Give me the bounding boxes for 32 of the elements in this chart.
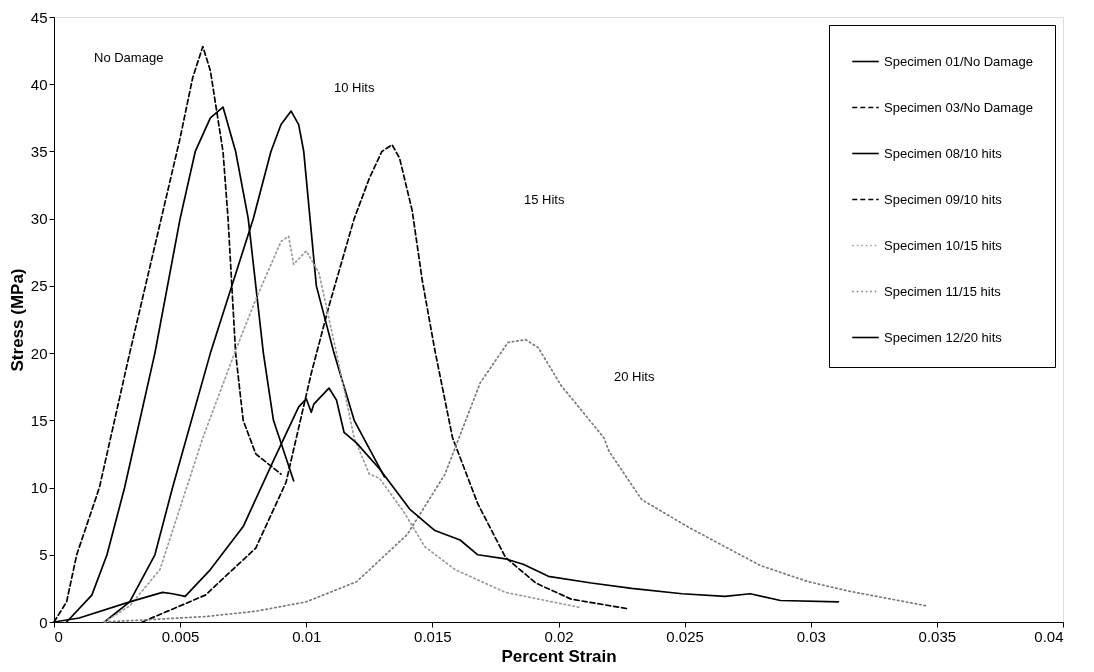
y-tick-label: 35 (30, 142, 48, 160)
y-tick-label: 25 (30, 277, 48, 295)
y-tick-label: 15 (30, 411, 48, 429)
legend-label: Specimen 08/10 hits (884, 145, 1003, 161)
x-tick-label: 0.02 (544, 627, 574, 645)
y-tick-label: 45 (30, 8, 48, 26)
x-tick-label: 0 (54, 627, 63, 645)
annotation: 20 Hits (614, 368, 655, 384)
legend-label: Specimen 10/15 hits (884, 237, 1003, 253)
annotation: 15 Hits (524, 191, 565, 207)
annotation: 10 Hits (334, 79, 375, 95)
y-tick-label: 40 (30, 75, 48, 93)
legend-label: Specimen 09/10 hits (884, 191, 1003, 207)
x-tick-label: 0.03 (796, 627, 826, 645)
legend-label: Specimen 11/15 hits (884, 283, 1002, 299)
legend-label: Specimen 03/No Damage (884, 99, 1033, 115)
y-axis-title: Stress (MPa) (7, 268, 27, 372)
y-tick-label: 20 (30, 344, 48, 362)
x-tick-label: 0.01 (292, 627, 322, 645)
legend-label: Specimen 12/20 hits (884, 329, 1003, 345)
y-tick-label: 10 (30, 479, 48, 497)
x-tick-label: 0.035 (918, 627, 957, 645)
x-tick-label: 0.015 (414, 627, 452, 645)
y-tick-label: 0 (39, 613, 48, 631)
x-tick-label: 0.04 (1034, 627, 1064, 645)
x-tick-label: 0.025 (666, 627, 704, 645)
y-tick-label: 5 (39, 546, 48, 564)
x-tick-label: 0.005 (161, 627, 200, 645)
x-axis-title: Percent Strain (501, 646, 617, 666)
annotation: No Damage (94, 50, 164, 66)
y-tick-label: 30 (30, 210, 48, 228)
legend-label: Specimen 01/No Damage (884, 53, 1033, 69)
